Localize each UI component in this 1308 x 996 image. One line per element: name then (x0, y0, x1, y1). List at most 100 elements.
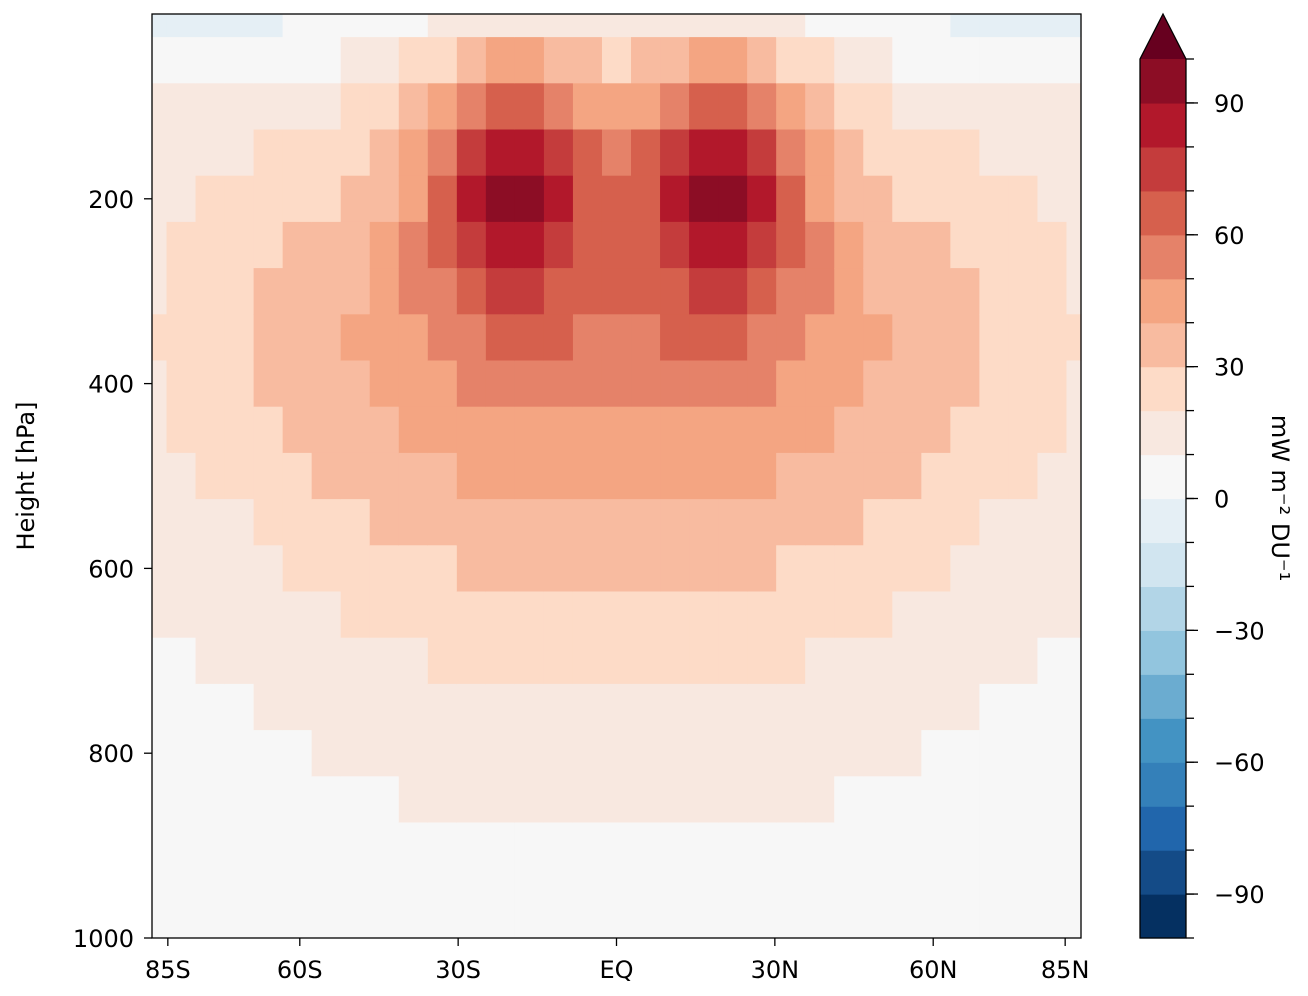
heatmap-cell (456, 14, 487, 38)
heatmap-cell (398, 268, 429, 315)
heatmap-cell (152, 683, 168, 731)
heatmap-cell (950, 221, 980, 269)
heatmap-cell (805, 776, 835, 824)
heatmap-cell (1008, 730, 1039, 777)
heatmap-cell (282, 868, 313, 916)
heatmap-cell (340, 545, 371, 593)
heatmap-cell (282, 221, 313, 269)
heatmap-cell (514, 83, 545, 131)
heatmap-cell (311, 14, 342, 38)
heatmap-cell (514, 175, 545, 223)
heatmap-cell (863, 129, 893, 177)
colorbar-tick-label: 90 (1214, 90, 1245, 118)
heatmap-cell (689, 822, 719, 870)
heatmap-cell (195, 637, 226, 685)
heatmap-cell (253, 822, 284, 870)
heatmap-cell (892, 221, 922, 269)
heatmap-cell (805, 314, 835, 362)
heatmap-cell (747, 129, 777, 177)
heatmap-cell (340, 591, 371, 639)
heatmap-cell (398, 175, 429, 223)
heatmap-cell (921, 776, 951, 824)
heatmap-cell (311, 683, 342, 731)
heatmap-cell (689, 499, 719, 546)
heatmap-cell (1008, 83, 1039, 131)
heatmap-cell (834, 175, 864, 223)
heatmap-cell (979, 14, 1010, 38)
heatmap-cell (514, 268, 545, 315)
heatmap-cell (834, 730, 864, 777)
heatmap-cell (253, 730, 284, 777)
heatmap-cell (805, 868, 835, 916)
x-tick-label: 85N (1041, 956, 1090, 984)
heatmap-cell (166, 637, 197, 685)
heatmap-cell (485, 129, 516, 177)
heatmap-cell (1066, 314, 1082, 362)
heatmap-cell (485, 914, 516, 939)
heatmap-cell (282, 730, 313, 777)
heatmap-cell (776, 730, 806, 777)
heatmap-cell (152, 822, 168, 870)
heatmap-cell (950, 360, 980, 408)
heatmap-cell (863, 83, 893, 131)
heatmap-cell (543, 776, 574, 824)
heatmap-cell (863, 637, 893, 685)
heatmap-cell (921, 14, 951, 38)
heatmap-cell (224, 14, 255, 38)
heatmap-cell (718, 175, 748, 223)
heatmap-cell (369, 591, 400, 639)
heatmap-cell (195, 868, 226, 916)
heatmap-cell (805, 637, 835, 685)
heatmap-cell (776, 868, 806, 916)
y-axis-label: Height [hPa] (12, 401, 40, 550)
heatmap-cell (514, 360, 545, 408)
heatmap-cell (427, 914, 458, 939)
heatmap-cell (1066, 545, 1082, 593)
heatmap-cell (601, 37, 632, 84)
heatmap-cell (224, 776, 255, 824)
heatmap-cell (572, 591, 603, 639)
heatmap-cell (892, 14, 922, 38)
heatmap-cell (921, 406, 951, 454)
heatmap-cell (921, 175, 951, 223)
heatmap-cell (1008, 268, 1039, 315)
heatmap-cell (456, 591, 487, 639)
heatmap-cell (340, 37, 371, 84)
heatmap-cell (921, 129, 951, 177)
heatmap-cell (950, 14, 980, 38)
heatmap-cell (456, 175, 487, 223)
heatmap-cell (282, 637, 313, 685)
heatmap-cell (718, 499, 748, 546)
heatmap-cell (253, 683, 284, 731)
heatmap-cell (572, 452, 603, 500)
colorbar-swatch (1140, 234, 1186, 280)
heatmap-cell (747, 683, 777, 731)
heatmap-cell (282, 360, 313, 408)
heatmap-cell (1008, 776, 1039, 824)
heatmap-cell (863, 14, 893, 38)
heatmap-cell (485, 268, 516, 315)
heatmap-cell (718, 868, 748, 916)
heatmap-cell (1066, 360, 1082, 408)
heatmap-cell (427, 637, 458, 685)
heatmap-cell (485, 822, 516, 870)
heatmap-cell (427, 822, 458, 870)
y-tick-label: 1000 (73, 925, 134, 953)
heatmap-cell (253, 637, 284, 685)
heatmap-cell (514, 314, 545, 362)
heatmap-cell (340, 14, 371, 38)
colorbar-swatch (1140, 718, 1186, 763)
heatmap-cell (398, 499, 429, 546)
heatmap-cell (921, 730, 951, 777)
heatmap-cell (776, 268, 806, 315)
heatmap-cell (543, 591, 574, 639)
heatmap-cell (369, 914, 400, 939)
heatmap-cell (427, 221, 458, 269)
heatmap-cell (863, 545, 893, 593)
heatmap-cell (543, 83, 574, 131)
heatmap-cell (1066, 175, 1082, 223)
heatmap-cell (514, 868, 545, 916)
heatmap-cell (224, 37, 255, 84)
heatmap-cell (660, 637, 690, 685)
heatmap-cell (224, 314, 255, 362)
